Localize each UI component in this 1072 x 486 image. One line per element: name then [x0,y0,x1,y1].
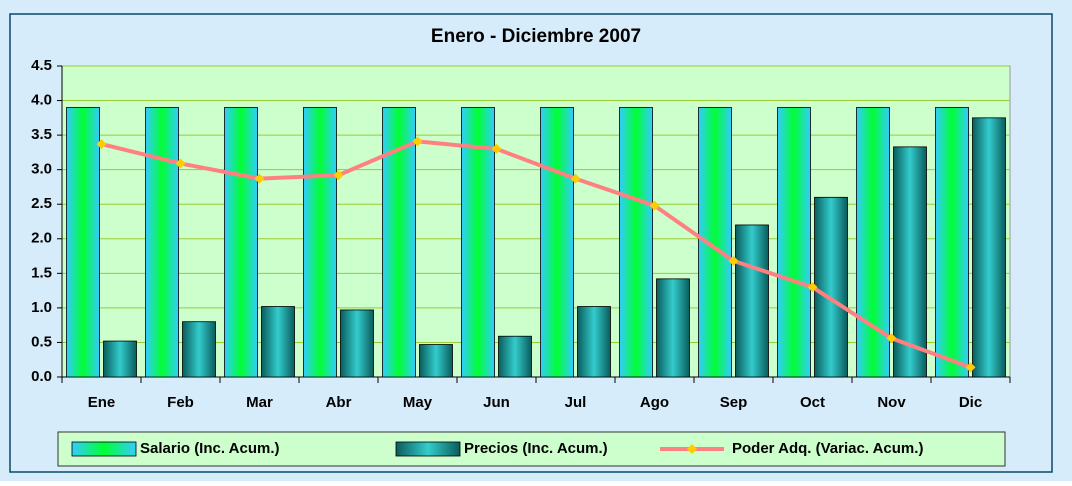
marker [333,170,344,181]
chart-title: Enero - Diciembre 2007 [431,26,641,47]
bar [577,306,611,378]
y-tick-label: 4.5 [31,57,52,74]
legend-label: Salario (Inc. Acum.) [140,440,279,457]
marker [807,282,818,293]
bar [145,107,179,378]
y-tick-label: 0.0 [31,368,52,385]
y-tick-label: 2.0 [31,230,52,247]
bar [419,344,453,378]
x-tick-label: May [403,394,433,411]
bar [66,107,100,378]
x-tick-label: Oct [800,394,825,411]
y-tick-label: 3.0 [31,161,52,178]
y-tick-label: 4.0 [31,92,52,109]
y-tick-label: 3.5 [31,126,52,143]
legend-label: Precios (Inc. Acum.) [464,440,608,457]
bar [182,321,216,378]
legend-swatch [71,441,137,457]
x-tick-label: Dic [959,394,982,411]
bar [498,335,532,378]
bar [735,224,769,378]
x-tick-label: Jul [565,394,587,411]
bar [103,340,137,378]
marker [175,158,186,169]
x-tick-label: Abr [326,394,352,411]
bar [303,107,337,378]
y-tick-label: 0.5 [31,333,52,350]
marker [728,255,739,266]
x-tick-label: Ago [640,394,669,411]
x-tick-label: Sep [720,394,748,411]
x-tick-label: Jun [483,394,510,411]
x-tick-label: Mar [246,394,273,411]
bar [777,107,811,378]
bar [340,309,374,378]
marker [491,143,502,154]
legend-label: Poder Adq. (Variac. Acum.) [732,440,923,457]
legend [57,431,1006,467]
y-tick-label: 1.0 [31,299,52,316]
marker [96,139,107,150]
bar [893,146,927,378]
marker [886,333,897,344]
x-tick-label: Feb [167,394,194,411]
y-tick-label: 2.5 [31,195,52,212]
marker [649,200,660,211]
marker [965,362,976,373]
legend-swatch [395,441,461,457]
bar [856,107,890,378]
legend-marker [687,444,697,454]
bar [261,306,295,378]
y-tick-label: 1.5 [31,264,52,281]
marker [570,173,581,184]
x-tick-label: Ene [88,394,116,411]
bar [972,117,1006,378]
bar [224,107,258,378]
bar [540,107,574,378]
x-tick-label: Nov [877,394,906,411]
line [101,139,972,370]
bar [656,278,690,378]
bar [935,107,969,378]
bar [814,196,848,378]
marker [412,136,423,147]
bar [461,107,495,378]
marker [254,173,265,184]
bar [619,107,653,378]
